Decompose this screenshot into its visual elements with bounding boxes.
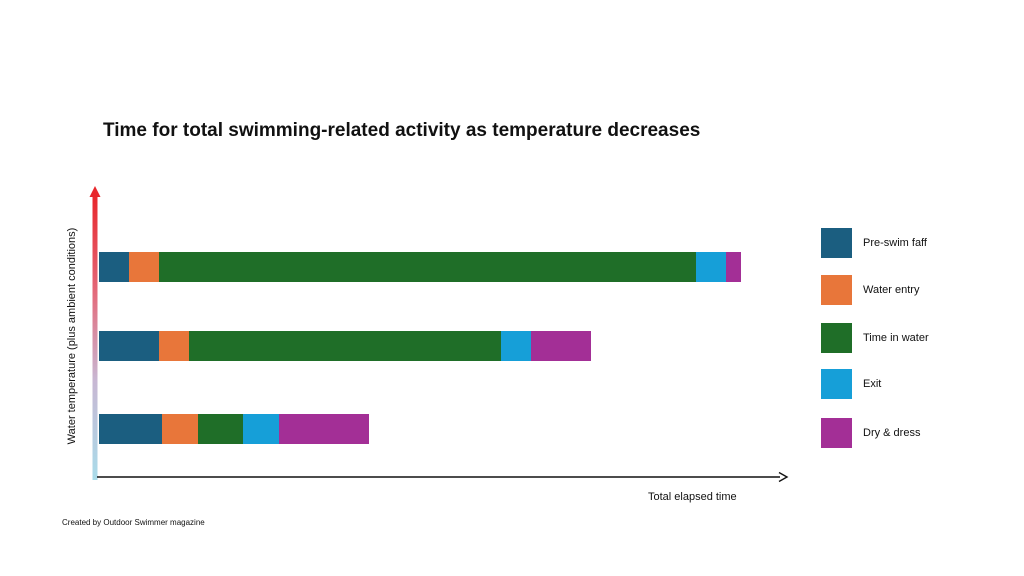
legend-item-dry-and-dress: Dry & dress — [821, 418, 920, 448]
bars-group — [99, 252, 741, 444]
bar-segment-dry-and-dress-coldest — [279, 414, 369, 444]
bar-segment-pre-swim-faff-coldest — [99, 414, 162, 444]
legend-swatch-water-entry — [821, 275, 852, 305]
chart-title: Time for total swimming-related activity… — [103, 120, 701, 141]
legend-swatch-dry-and-dress — [821, 418, 852, 448]
bar-segment-water-entry-middle — [159, 331, 189, 361]
y-axis-arrow — [89, 186, 101, 480]
bar-segment-exit-warmest — [696, 252, 726, 282]
legend-swatch-exit — [821, 369, 852, 399]
bar-segment-water-entry-warmest — [129, 252, 159, 282]
legend-swatch-pre-swim-faff — [821, 228, 852, 258]
legend-item-pre-swim-faff: Pre-swim faff — [821, 228, 927, 258]
footer-credit: Created by Outdoor Swimmer magazine — [62, 518, 205, 527]
legend-item-water-entry: Water entry — [821, 275, 919, 305]
bar-segment-dry-and-dress-warmest — [726, 252, 741, 282]
legend-label-dry-and-dress: Dry & dress — [863, 427, 921, 439]
legend-label-exit: Exit — [863, 378, 882, 390]
legend-label-water-entry: Water entry — [863, 284, 920, 296]
bar-segment-water-entry-coldest — [162, 414, 198, 444]
x-axis-arrow — [97, 471, 789, 483]
x-axis-label: Total elapsed time — [648, 491, 737, 503]
bar-segment-pre-swim-faff-warmest — [99, 252, 129, 282]
legend-label-pre-swim-faff: Pre-swim faff — [863, 237, 927, 249]
legend-swatch-time-in-water — [821, 323, 852, 353]
bar-segment-time-in-water-warmest — [159, 252, 696, 282]
bar-segment-time-in-water-middle — [189, 331, 501, 361]
legend-item-time-in-water: Time in water — [821, 323, 929, 353]
legend-label-time-in-water: Time in water — [863, 332, 929, 344]
legend-item-exit: Exit — [821, 369, 881, 399]
y-axis-label: Water temperature (plus ambient conditio… — [66, 227, 78, 445]
bar-segment-exit-middle — [501, 331, 531, 361]
bar-segment-exit-coldest — [243, 414, 279, 444]
bar-segment-time-in-water-coldest — [198, 414, 243, 444]
bar-segment-pre-swim-faff-middle — [99, 331, 159, 361]
bar-segment-dry-and-dress-middle — [531, 331, 591, 361]
